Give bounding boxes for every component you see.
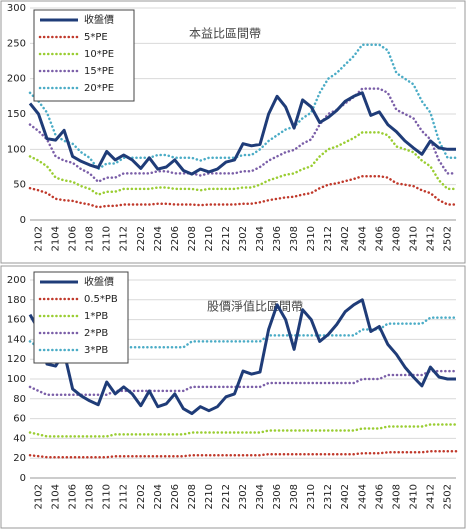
- legend-label: 20*PE: [84, 83, 114, 94]
- x-tick-label: 2404: [357, 484, 368, 509]
- x-tick-label: 2302: [238, 484, 249, 509]
- series-line: [28, 450, 458, 459]
- y-tick-label: 50: [13, 180, 26, 191]
- x-tick-label: 2306: [272, 226, 283, 251]
- x-tick-label: 2406: [374, 226, 385, 251]
- x-tick-label: 2212: [221, 484, 232, 509]
- chart-title: 本益比區間帶: [189, 27, 261, 41]
- series-line: [28, 298, 456, 416]
- chart-title: 股價淨值比區間帶: [207, 299, 303, 314]
- series-line: [28, 423, 458, 438]
- x-tick-label: 2108: [85, 226, 96, 251]
- y-tick-label: 300: [7, 3, 26, 14]
- x-tick-label: 2408: [391, 226, 402, 251]
- x-tick-label: 2208: [187, 484, 198, 509]
- series-line: [28, 87, 458, 184]
- x-tick-label: 2104: [51, 484, 62, 509]
- x-tick-label: 2110: [102, 484, 113, 509]
- legend-box: [33, 9, 135, 102]
- legend-label: 15*PE: [84, 66, 114, 77]
- x-tick-label: 2212: [221, 226, 232, 251]
- x-tick-label: 2304: [255, 226, 266, 251]
- x-tick-label: 2312: [323, 484, 334, 509]
- legend-label: 0.5*PB: [84, 294, 118, 305]
- y-tick-label: 180: [7, 295, 26, 306]
- panel-border: [0, 265, 466, 529]
- x-tick-label: 2204: [153, 484, 164, 509]
- x-tick-label: 2204: [153, 226, 164, 251]
- x-tick-label: 2404: [357, 226, 368, 251]
- x-tick-label: 2210: [204, 484, 215, 509]
- x-tick-label: 2310: [306, 484, 317, 509]
- y-tick-label: 0: [20, 215, 26, 226]
- series-line: [28, 91, 456, 176]
- x-tick-label: 2108: [85, 484, 96, 509]
- y-tick-label: 150: [7, 109, 26, 120]
- y-tick-label: 200: [7, 275, 26, 286]
- x-tick-label: 2306: [272, 484, 283, 509]
- x-tick-label: 2310: [306, 226, 317, 251]
- x-tick-label: 2402: [340, 226, 351, 251]
- y-tick-label: 100: [7, 374, 26, 385]
- y-tick-label: 20: [13, 453, 26, 464]
- panel-border: [0, 0, 466, 264]
- y-tick-label: 80: [13, 394, 26, 405]
- series-line: [28, 174, 458, 209]
- legend-label: 1*PB: [84, 311, 108, 322]
- legend-label: 5*PE: [84, 32, 108, 43]
- x-tick-label: 2410: [408, 226, 419, 251]
- x-tick-label: 2112: [119, 226, 130, 251]
- x-tick-label: 2110: [102, 226, 113, 251]
- legend-label: 2*PB: [84, 328, 108, 339]
- x-tick-label: 2406: [374, 484, 385, 509]
- x-tick-label: 2308: [289, 226, 300, 251]
- legend-label: 收盤價: [84, 275, 114, 288]
- y-tick-label: 60: [13, 414, 26, 425]
- x-tick-label: 2106: [68, 226, 79, 251]
- y-tick-label: 200: [7, 74, 26, 85]
- y-tick-label: 100: [7, 144, 26, 155]
- x-tick-label: 2312: [323, 226, 334, 251]
- x-tick-label: 2502: [442, 226, 453, 251]
- series-line: [28, 131, 458, 196]
- x-tick-label: 2402: [340, 484, 351, 509]
- x-tick-label: 2302: [238, 226, 249, 251]
- x-tick-label: 2412: [425, 484, 436, 509]
- y-tick-label: 120: [7, 354, 26, 365]
- x-tick-label: 2206: [170, 226, 181, 251]
- x-tick-label: 2208: [187, 226, 198, 251]
- y-tick-label: 40: [13, 433, 26, 444]
- legend-label: 3*PB: [84, 345, 108, 356]
- x-tick-label: 2408: [391, 484, 402, 509]
- x-tick-label: 2106: [68, 484, 79, 509]
- x-tick-label: 2206: [170, 484, 181, 509]
- x-tick-label: 2410: [408, 484, 419, 509]
- x-tick-label: 2202: [136, 484, 147, 509]
- legend-box: [33, 271, 129, 364]
- x-tick-label: 2308: [289, 484, 300, 509]
- y-tick-label: 160: [7, 315, 26, 326]
- legend-label: 收盤價: [84, 13, 114, 26]
- x-tick-label: 2502: [442, 484, 453, 509]
- legend-label: 10*PE: [84, 49, 114, 60]
- x-tick-label: 2202: [136, 226, 147, 251]
- x-tick-label: 2102: [34, 484, 45, 509]
- x-tick-label: 2210: [204, 226, 215, 251]
- y-tick-label: 0: [20, 473, 26, 484]
- x-tick-label: 2304: [255, 484, 266, 509]
- x-tick-label: 2412: [425, 226, 436, 251]
- x-tick-label: 2104: [51, 226, 62, 251]
- y-tick-label: 250: [7, 38, 26, 49]
- x-tick-label: 2102: [34, 226, 45, 251]
- x-tick-label: 2112: [119, 484, 130, 509]
- y-tick-label: 140: [7, 334, 26, 345]
